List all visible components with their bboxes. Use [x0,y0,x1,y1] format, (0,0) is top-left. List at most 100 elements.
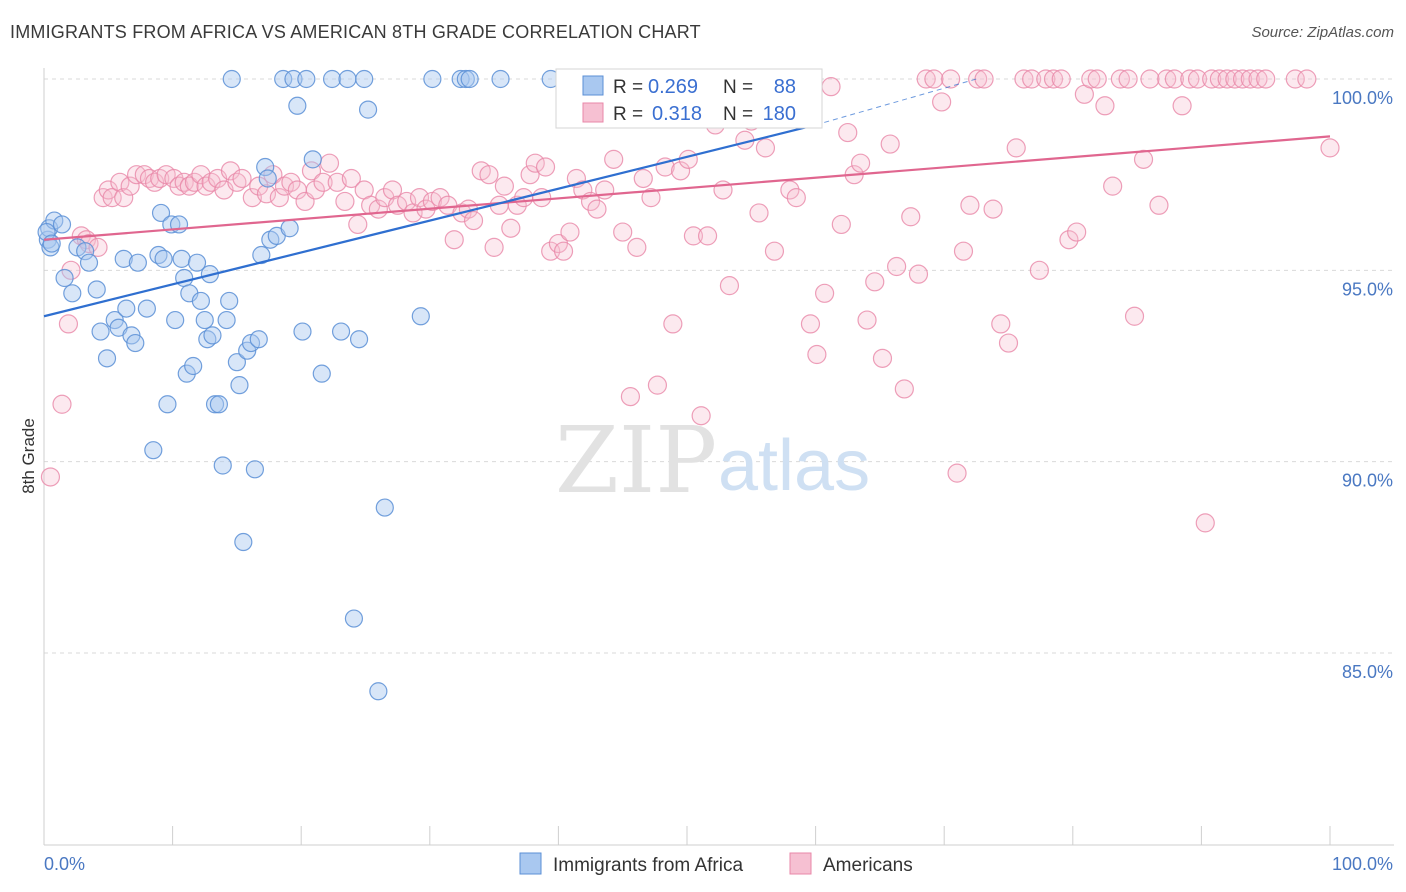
americans-point [627,237,647,257]
americans-point [908,264,929,284]
americans-point [242,188,262,208]
legend-swatch-africa [582,75,604,96]
americans-point [1240,69,1260,89]
americans-point [947,463,967,483]
americans-point [851,153,871,173]
americans-point [382,180,403,200]
y-tick-label-100: 100.0% [1332,88,1393,108]
americans-point [968,69,988,89]
americans-point [409,188,430,208]
africa-point [172,249,191,268]
legend-r-value-2: 0.318 [652,103,702,125]
africa-point [63,284,82,303]
americans-point [479,165,499,185]
legend-n-value-2: 180 [763,103,796,125]
americans-point [1297,69,1317,89]
americans-point [335,191,355,212]
americans-point [196,176,216,196]
africa-point [456,69,475,89]
americans-point [444,230,464,250]
americans-point [974,69,994,89]
americans-point [232,168,252,189]
americans-point [249,176,269,196]
legend-r-label-1: R = [613,77,643,98]
americans-point [1172,96,1192,116]
americans-point [1202,69,1222,89]
americans-point [780,180,800,200]
africa-point [158,395,177,414]
americans-point [144,172,165,192]
americans-point [800,314,821,334]
africa-point [411,307,430,326]
americans-point [719,276,740,296]
americans-point [865,272,885,292]
americans-point [1209,69,1230,89]
americans-point [1256,69,1276,89]
americans-point [1124,306,1145,326]
africa-point [460,69,479,89]
americans-point [613,222,633,242]
americans-point [58,314,79,334]
africa-point [375,498,394,517]
americans-point [169,176,189,196]
africa-point [355,69,374,89]
americans-point [620,387,641,407]
americans-point [1320,138,1340,158]
americans-point [932,92,952,112]
americans-point [281,172,301,192]
americans-point [501,218,521,238]
legend-swatch-americans [582,102,604,123]
africa-point [151,203,171,223]
legend-r-value-1: 0.269 [648,76,698,98]
americans-point [821,77,841,97]
legend-r-label-2: R = [613,104,643,125]
africa-point [245,460,265,479]
africa-point [338,69,357,89]
americans-point [786,188,806,208]
americans-point [1081,69,1101,89]
africa-point [423,69,442,89]
americans-point [755,138,776,158]
africa-point [217,310,236,330]
americans-point [1006,138,1026,158]
chart-title: IMMIGRANTS FROM AFRICA VS AMERICAN 8TH G… [10,22,701,42]
americans-point [463,210,484,231]
series-legend: Immigrants from Africa Americans [519,852,913,876]
africa-point [205,395,225,414]
americans-point [998,333,1019,353]
africa-point [349,330,369,349]
watermark-atlas: atlas [718,426,870,506]
americans-point [983,199,1003,219]
americans-point [1118,69,1138,89]
americans-points [40,69,1340,533]
africa-point [280,219,299,238]
americans-point [960,195,980,215]
africa-point [117,299,136,318]
africa-point [491,69,510,89]
africa-point [97,349,117,368]
africa-point [203,326,222,345]
americans-point [484,237,504,257]
africa-point [154,249,173,268]
americans-point [815,283,835,303]
americans-point [1036,69,1056,89]
americans-point [1051,69,1071,89]
americans-point [327,172,347,192]
bottom-legend-swatch-americans [789,852,812,875]
americans-point [494,176,514,196]
americans-point [1164,69,1184,89]
americans-point [831,214,851,235]
americans-point [678,149,698,169]
africa-point [227,353,246,372]
americans-point [1014,69,1034,89]
y-tick-labels: 85.0% 90.0% 95.0% 100.0% [1332,88,1393,682]
africa-point [52,215,72,234]
americans-point [184,172,205,192]
africa-point [331,322,351,341]
americans-trend-line [43,135,1331,241]
africa-point [322,69,342,89]
x-tick-label-max: 100.0% [1332,854,1393,874]
americans-point [1157,69,1177,89]
americans-point [110,172,130,192]
